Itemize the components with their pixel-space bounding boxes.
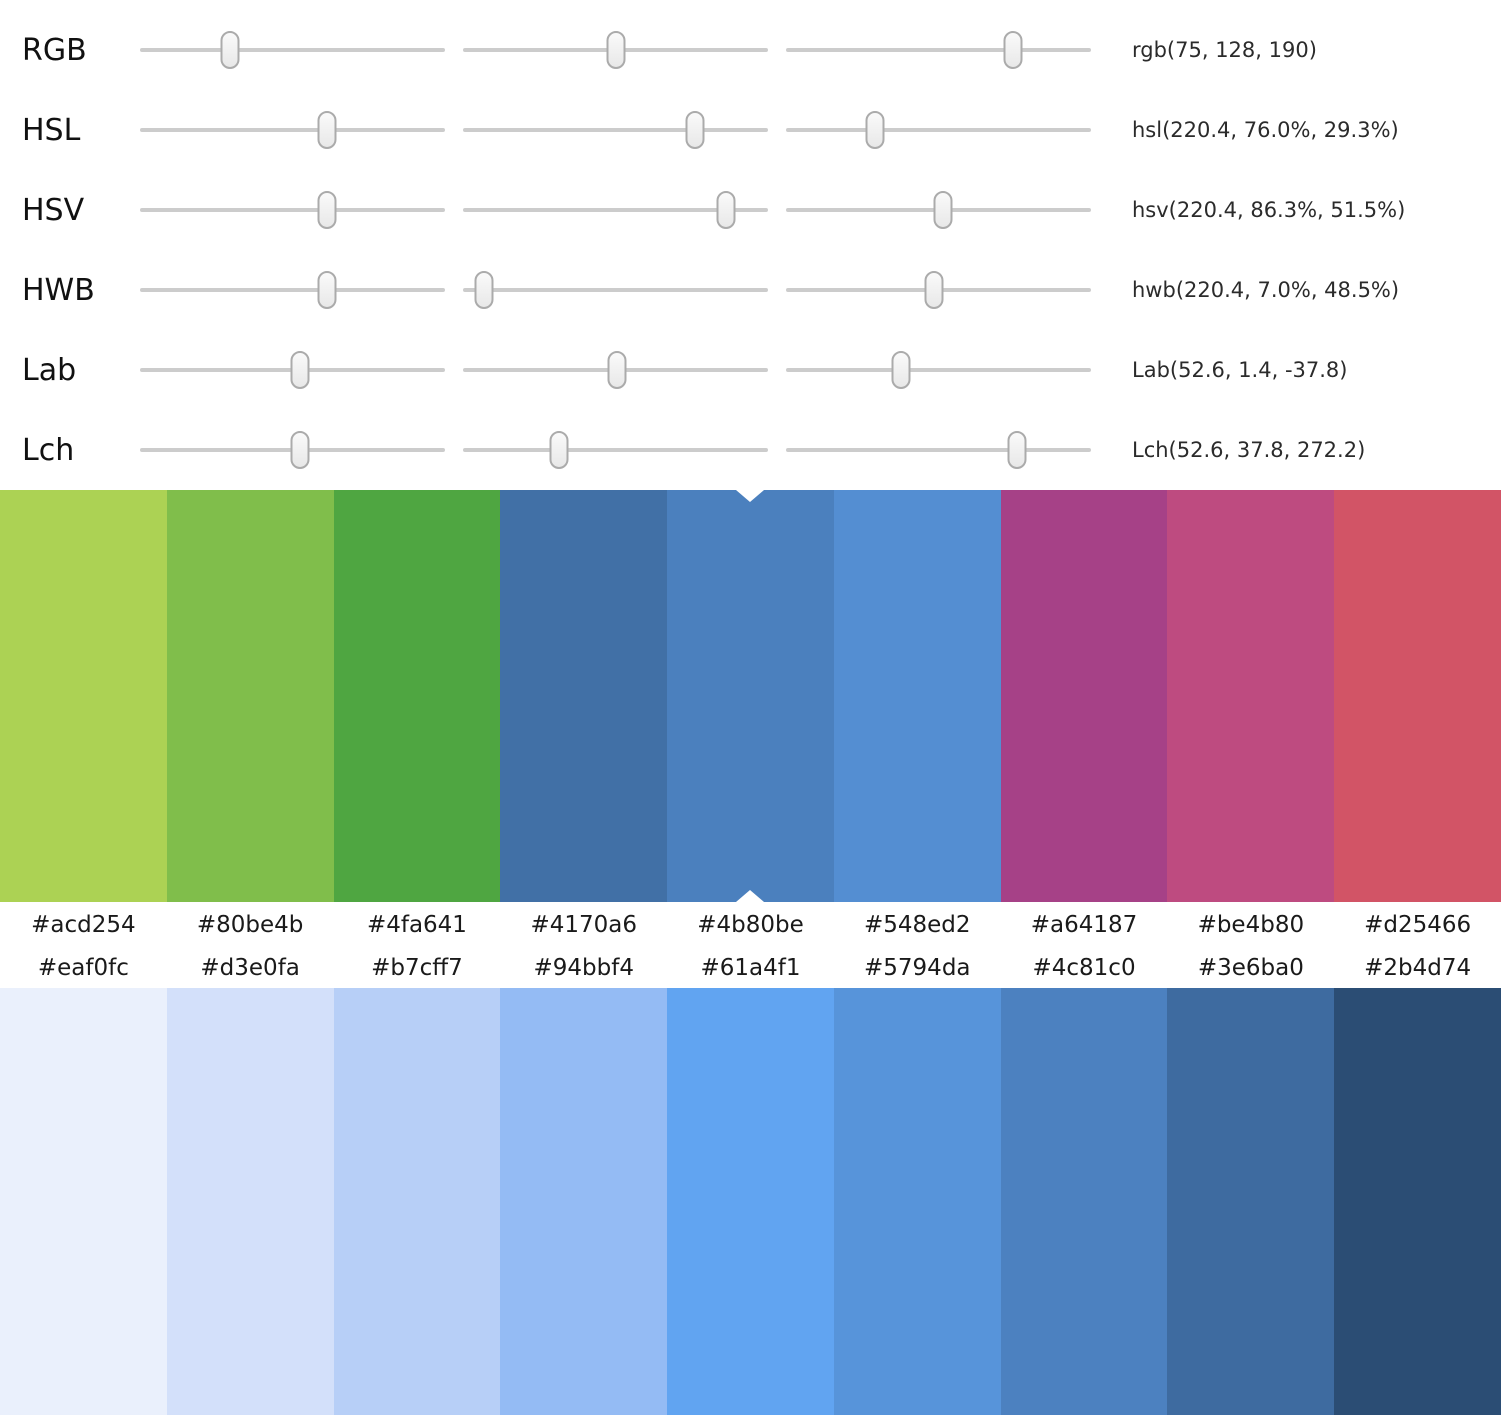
scale-swatch[interactable] [333,988,501,1415]
slider-thumb[interactable] [1007,431,1027,469]
palette-swatch[interactable] [1000,490,1168,902]
palette-swatch-selected[interactable] [667,490,834,902]
lch-slider-track-3[interactable] [786,431,1091,469]
color-value-label: hsv(220.4, 86.3%, 51.5%) [1132,198,1406,222]
palette-swatch[interactable] [1167,490,1335,902]
scale-swatch[interactable] [1334,988,1501,1415]
colorspace-label: Lch [22,432,75,468]
slider-thumb[interactable] [549,431,569,469]
hex-label: #acd254 [31,912,136,938]
hwb-slider-track-1[interactable] [140,271,445,309]
slider-thumb[interactable] [933,191,953,229]
slider-thumb[interactable] [865,111,885,149]
lab-slider-track-1[interactable] [140,351,445,389]
color-value-label: hsl(220.4, 76.0%, 29.3%) [1132,118,1399,142]
slider-thumb[interactable] [317,111,337,149]
slider-row-hwb: HWB hwb(220.4, 7.0%, 48.5%) [0,250,1501,330]
hsv-slider-track-2[interactable] [463,191,768,229]
hue-palette [0,490,1501,902]
rgb-slider-track-1[interactable] [140,31,445,69]
color-value-label: Lch(52.6, 37.8, 272.2) [1132,438,1366,462]
hex-label: #4b80be [697,912,804,938]
colorspace-label: HWB [22,272,95,308]
hwb-slider-track-2[interactable] [463,271,768,309]
hex-label: #be4b80 [1197,912,1305,938]
palette-swatch[interactable] [500,490,668,902]
scale-palette [0,988,1501,1415]
slider-thumb[interactable] [317,271,337,309]
hex-label: #4c81c0 [1032,955,1136,981]
colorspace-label: Lab [22,352,77,388]
slider-thumb[interactable] [474,271,494,309]
slider-thumb[interactable] [1003,31,1023,69]
hex-label: #d25466 [1364,912,1472,938]
slider-thumb[interactable] [317,191,337,229]
selection-notch-bottom-icon [736,890,765,902]
scale-palette-labels: #eaf0fc #d3e0fa #b7cff7 #94bbf4 #61a4f1 … [0,948,1501,988]
hue-palette-labels: #acd254 #80be4b #4fa641 #4170a6 #4b80be … [0,902,1501,948]
lch-slider-track-1[interactable] [140,431,445,469]
scale-swatch[interactable] [166,988,334,1415]
slider-row-hsl: HSL hsl(220.4, 76.0%, 29.3%) [0,90,1501,170]
colorspace-label: RGB [22,32,87,68]
hex-label: #b7cff7 [371,955,463,981]
colorspace-sliders: RGB rgb(75, 128, 190) HSL hsl(220.4, 76.… [0,0,1501,490]
color-value-label: Lab(52.6, 1.4, -37.8) [1132,358,1348,382]
hex-label: #3e6ba0 [1197,955,1304,981]
slider-thumb[interactable] [606,31,626,69]
scale-swatch[interactable] [0,988,167,1415]
hsl-slider-track-1[interactable] [140,111,445,149]
slider-row-rgb: RGB rgb(75, 128, 190) [0,10,1501,90]
slider-thumb[interactable] [716,191,736,229]
slider-thumb[interactable] [891,351,911,389]
palette-swatch[interactable] [833,490,1001,902]
hex-label: #4fa641 [366,912,467,938]
scale-swatch[interactable] [833,988,1001,1415]
scale-swatch[interactable] [1000,988,1168,1415]
slider-row-lab: Lab Lab(52.6, 1.4, -37.8) [0,330,1501,410]
palette-swatch[interactable] [0,490,167,902]
colorspace-label: HSV [22,192,85,228]
hex-label: #94bbf4 [533,955,634,981]
palette-swatch[interactable] [1334,490,1501,902]
slider-thumb[interactable] [290,431,310,469]
lch-slider-track-2[interactable] [463,431,768,469]
hex-label: #d3e0fa [200,955,300,981]
hex-label: #5794da [864,955,971,981]
palette-swatch[interactable] [333,490,501,902]
hsl-slider-track-3[interactable] [786,111,1091,149]
slider-thumb[interactable] [220,31,240,69]
selection-notch-top-icon [736,490,765,502]
hsv-slider-track-1[interactable] [140,191,445,229]
color-value-label: rgb(75, 128, 190) [1132,38,1317,62]
hex-label: #80be4b [196,912,304,938]
rgb-slider-track-2[interactable] [463,31,768,69]
scale-swatch[interactable] [500,988,668,1415]
slider-thumb[interactable] [607,351,627,389]
slider-row-hsv: HSV hsv(220.4, 86.3%, 51.5%) [0,170,1501,250]
slider-thumb[interactable] [685,111,705,149]
palette-swatch[interactable] [166,490,334,902]
hex-label: #4170a6 [530,912,637,938]
color-value-label: hwb(220.4, 7.0%, 48.5%) [1132,278,1400,302]
hsv-slider-track-3[interactable] [786,191,1091,229]
scale-swatch[interactable] [1167,988,1335,1415]
hsl-slider-track-2[interactable] [463,111,768,149]
rgb-slider-track-3[interactable] [786,31,1091,69]
hex-label: #61a4f1 [700,955,801,981]
colorspace-label: HSL [22,112,81,148]
scale-swatch[interactable] [667,988,834,1415]
hex-label: #2b4d74 [1364,955,1472,981]
hex-label: #a64187 [1030,912,1138,938]
slider-row-lch: Lch Lch(52.6, 37.8, 272.2) [0,410,1501,490]
hex-label: #548ed2 [863,912,971,938]
slider-thumb[interactable] [290,351,310,389]
slider-thumb[interactable] [924,271,944,309]
lab-slider-track-2[interactable] [463,351,768,389]
lab-slider-track-3[interactable] [786,351,1091,389]
hex-label: #eaf0fc [37,955,129,981]
hwb-slider-track-3[interactable] [786,271,1091,309]
